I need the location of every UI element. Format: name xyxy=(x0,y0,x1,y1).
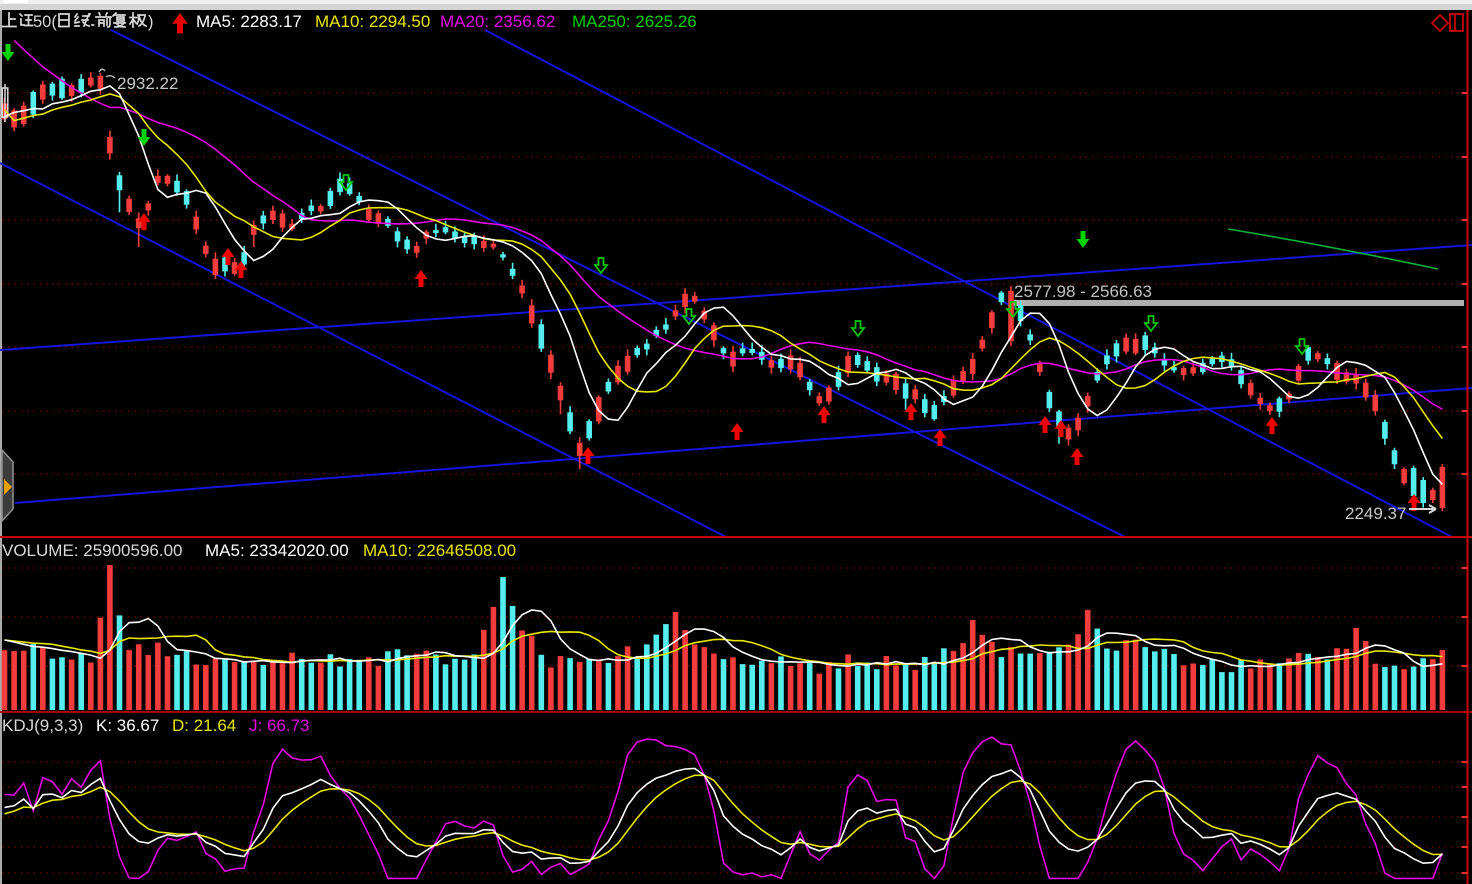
svg-text:2577.98 - 2566.63: 2577.98 - 2566.63 xyxy=(1014,282,1152,301)
svg-text:MA20: 2356.62: MA20: 2356.62 xyxy=(440,12,555,31)
svg-text:MA5: 2283.17: MA5: 2283.17 xyxy=(196,12,302,31)
svg-text:KDJ(9,3,3): KDJ(9,3,3) xyxy=(2,716,83,735)
svg-text:2249.37: 2249.37 xyxy=(1345,504,1406,523)
svg-text:MA250: 2625.26: MA250: 2625.26 xyxy=(572,12,697,31)
svg-text:K: 36.67: K: 36.67 xyxy=(96,716,159,735)
svg-text:50(: 50( xyxy=(33,13,57,31)
svg-text:MA10: 22646508.00: MA10: 22646508.00 xyxy=(363,541,516,560)
svg-text:VOLUME: 25900596.00: VOLUME: 25900596.00 xyxy=(2,541,183,560)
svg-text:J: 66.73: J: 66.73 xyxy=(249,716,310,735)
svg-text:MA10: 2294.50: MA10: 2294.50 xyxy=(315,12,430,31)
svg-text:): ) xyxy=(148,13,154,31)
svg-text:2932.22: 2932.22 xyxy=(117,74,178,93)
svg-text:D: 21.64: D: 21.64 xyxy=(172,716,236,735)
svg-text:MA5: 23342020.00: MA5: 23342020.00 xyxy=(205,541,349,560)
